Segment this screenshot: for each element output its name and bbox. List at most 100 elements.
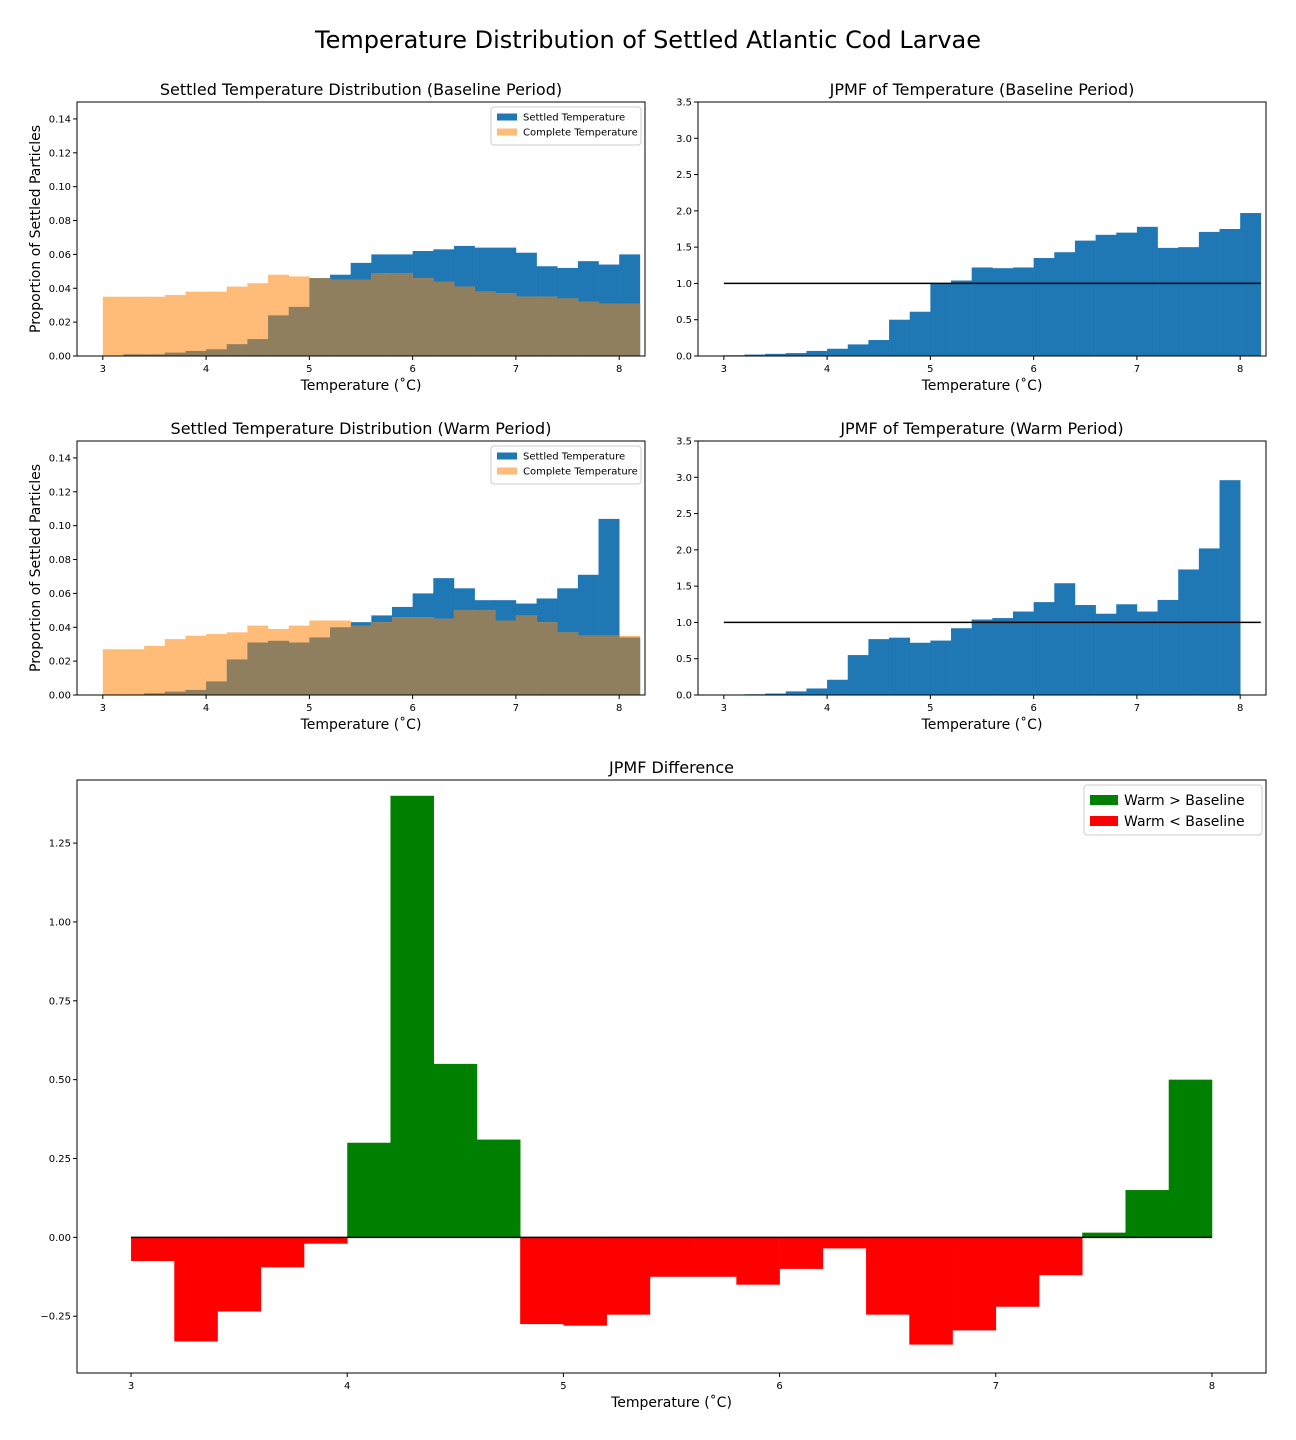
x-tick-label: 8 — [1237, 364, 1243, 375]
y-tick-label: 0.5 — [676, 315, 692, 326]
bar-jpmf — [909, 311, 931, 356]
bar-complete — [164, 639, 186, 695]
chart-hist-warm: Settled Temperature Distribution (Warm P… — [28, 419, 646, 733]
bar-jpmf — [1178, 247, 1200, 356]
bar-overlap — [474, 610, 496, 695]
bar-negative — [736, 1237, 780, 1285]
x-tick-label: 5 — [306, 703, 312, 714]
bar-complete — [206, 634, 228, 695]
bar-overlap — [557, 298, 579, 356]
legend-label: Settled Temperature — [523, 452, 625, 463]
bar-overlap — [330, 627, 351, 695]
bar-negative — [303, 1237, 348, 1244]
y-tick-label: 2.5 — [676, 509, 692, 520]
legend-box — [1083, 784, 1263, 836]
y-tick-label: 0.0 — [676, 691, 692, 702]
x-tick-label: 3 — [100, 364, 106, 375]
bar-jpmf — [868, 639, 890, 695]
y-tick-label: 1.0 — [676, 279, 692, 290]
x-tick-label: 3 — [721, 364, 727, 375]
x-tick-label: 4 — [203, 703, 209, 714]
legend-swatch — [497, 452, 517, 460]
bar-negative — [520, 1237, 564, 1325]
y-tick-label: 0.08 — [49, 555, 71, 566]
x-tick-label: 4 — [824, 703, 830, 714]
bar-complete — [185, 635, 207, 695]
bar-complete — [123, 296, 145, 356]
bar-overlap — [123, 354, 145, 356]
x-tick-label: 3 — [128, 1381, 134, 1392]
bar-overlap — [309, 637, 331, 695]
y-tick-label: 0.10 — [49, 182, 71, 193]
bar-negative — [563, 1237, 607, 1326]
y-tick-label: 1.5 — [676, 582, 692, 593]
x-tick-label: 7 — [1134, 703, 1140, 714]
legend-swatch — [1090, 816, 1118, 826]
bar-overlap — [515, 615, 537, 695]
bar-jpmf — [971, 619, 993, 695]
bar-positive — [1125, 1190, 1170, 1238]
legend: Warm > Baseline Warm < Baseline — [1083, 784, 1263, 836]
bar-overlap — [350, 279, 372, 356]
bar-jpmf — [765, 353, 787, 356]
bar-jpmf — [930, 640, 952, 695]
bar-negative — [995, 1237, 1040, 1307]
bar-complete — [144, 296, 166, 356]
bar-positive — [433, 1063, 478, 1238]
legend: Settled Temperature Complete Temperature — [490, 106, 642, 146]
bar-jpmf — [1095, 234, 1117, 356]
y-tick-label: 0.0 — [676, 352, 692, 363]
chart-jpmf-baseline: JPMF of Temperature (Baseline Period) 3 4 5… — [676, 80, 1267, 394]
bar-negative — [866, 1237, 910, 1315]
chart-title: Settled Temperature Distribution (Baseli… — [160, 80, 562, 99]
bar-overlap — [247, 642, 269, 695]
bar-positive — [390, 795, 434, 1238]
x-axis-label: Temperature (˚C) — [921, 716, 1043, 733]
y-axis-label: Proportion of Settled Particles — [28, 125, 44, 333]
y-tick-label: 0.06 — [49, 250, 71, 261]
bar-jpmf — [1219, 480, 1241, 695]
chart-title: JPMF of Temperature (Warm Period) — [839, 419, 1123, 438]
x-axis-label: Temperature (˚C) — [300, 377, 422, 394]
legend-swatch — [497, 467, 517, 475]
y-tick-label: −0.25 — [40, 1312, 71, 1323]
x-tick-label: 5 — [560, 1381, 566, 1392]
x-tick-label: 3 — [721, 703, 727, 714]
x-tick-label: 7 — [513, 703, 519, 714]
figure-title: Temperature Distribution of Settled Atla… — [314, 26, 981, 54]
legend-box — [490, 445, 642, 485]
bar-overlap — [391, 273, 413, 356]
bar-overlap — [577, 301, 599, 356]
bar-negative — [909, 1237, 953, 1345]
bar-overlap — [495, 620, 517, 695]
bar-negative — [217, 1237, 262, 1312]
bar-jpmf — [971, 267, 993, 356]
chart-hist-baseline: Settled Temperature Distribution (Baseli… — [28, 80, 646, 394]
y-tick-label: 0.14 — [49, 453, 71, 464]
bar-jpmf — [785, 691, 807, 695]
bar-jpmf — [827, 679, 849, 695]
bar-overlap — [185, 350, 207, 356]
legend-label: Complete Temperature — [523, 128, 638, 139]
chart-title: JPMF Difference — [608, 758, 734, 777]
y-tick-label: 0.12 — [49, 487, 71, 498]
bar-complete — [102, 649, 124, 695]
y-tick-label: 0.14 — [49, 114, 71, 125]
legend-label: Warm > Baseline — [1124, 793, 1245, 809]
axes-frame — [697, 440, 1267, 696]
bar-jpmf — [806, 688, 828, 695]
bar-complete — [226, 286, 248, 356]
y-tick-label: 3.5 — [676, 437, 692, 448]
bar-negative — [174, 1237, 218, 1342]
bar-overlap — [391, 617, 413, 695]
bar-jpmf — [1074, 605, 1096, 695]
y-tick-label: 0.06 — [49, 589, 71, 600]
bar-overlap — [412, 278, 434, 356]
bar-negative — [693, 1237, 737, 1277]
legend-swatch — [1090, 795, 1118, 805]
bar-overlap — [206, 681, 228, 695]
y-axis-label: Proportion of Settled Particles — [28, 464, 44, 672]
bar-jpmf — [1157, 247, 1179, 356]
y-tick-label: 2.0 — [676, 206, 692, 217]
bar-jpmf — [806, 350, 828, 356]
